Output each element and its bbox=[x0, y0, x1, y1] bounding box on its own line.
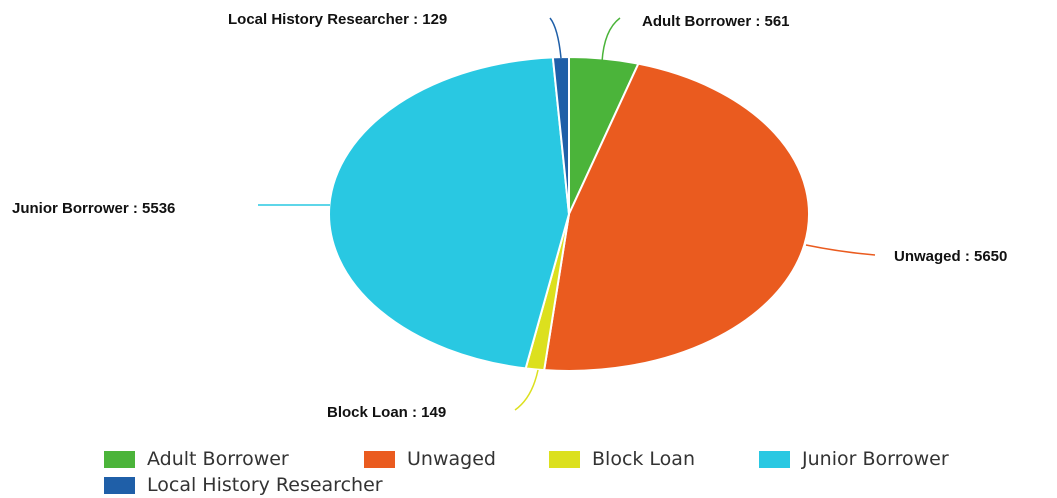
legend-item-local-history-researcher: Local History Researcher bbox=[104, 474, 383, 496]
callout-labels: Adult Borrower : 561 Unwaged : 5650 Bloc… bbox=[12, 11, 1007, 421]
legend-item-adult-borrower: Adult Borrower bbox=[104, 448, 364, 470]
callout-unwaged: Unwaged : 5650 bbox=[894, 248, 1007, 265]
pie-slice-unwaged bbox=[542, 62, 810, 373]
legend-label: Local History Researcher bbox=[147, 474, 383, 496]
legend-item-unwaged: Unwaged bbox=[364, 448, 549, 470]
callout-block-loan: Block Loan : 149 bbox=[327, 404, 446, 421]
legend-label: Block Loan bbox=[592, 448, 695, 470]
legend-label: Junior Borrower bbox=[802, 448, 949, 470]
legend-row-1: Adult Borrower Unwaged Block Loan Junior… bbox=[104, 446, 1024, 472]
callout-adult-borrower: Adult Borrower : 561 bbox=[642, 13, 790, 30]
pie-slices bbox=[328, 55, 810, 373]
legend-label: Unwaged bbox=[407, 448, 496, 470]
chart-legend: Adult Borrower Unwaged Block Loan Junior… bbox=[104, 446, 1024, 498]
legend-swatch-junior-borrower bbox=[759, 450, 790, 468]
legend-row-2: Local History Researcher bbox=[104, 472, 1024, 498]
leader-unwaged bbox=[805, 244, 876, 256]
leader-adult-borrower bbox=[601, 17, 621, 63]
legend-item-junior-borrower: Junior Borrower bbox=[759, 448, 949, 470]
leader-local-history-researcher bbox=[549, 17, 562, 59]
legend-swatch-local-history-researcher bbox=[104, 476, 135, 494]
pie-slice-junior-borrower bbox=[328, 56, 571, 370]
legend-swatch-adult-borrower bbox=[104, 450, 135, 468]
legend-swatch-block-loan bbox=[549, 450, 580, 468]
legend-swatch-unwaged bbox=[364, 450, 395, 468]
callout-local-history-researcher: Local History Researcher : 129 bbox=[228, 11, 447, 28]
leader-block-loan bbox=[514, 369, 539, 411]
callout-junior-borrower: Junior Borrower : 5536 bbox=[12, 200, 175, 217]
legend-item-block-loan: Block Loan bbox=[549, 448, 759, 470]
legend-label: Adult Borrower bbox=[147, 448, 289, 470]
callout-leaders bbox=[258, 17, 876, 411]
